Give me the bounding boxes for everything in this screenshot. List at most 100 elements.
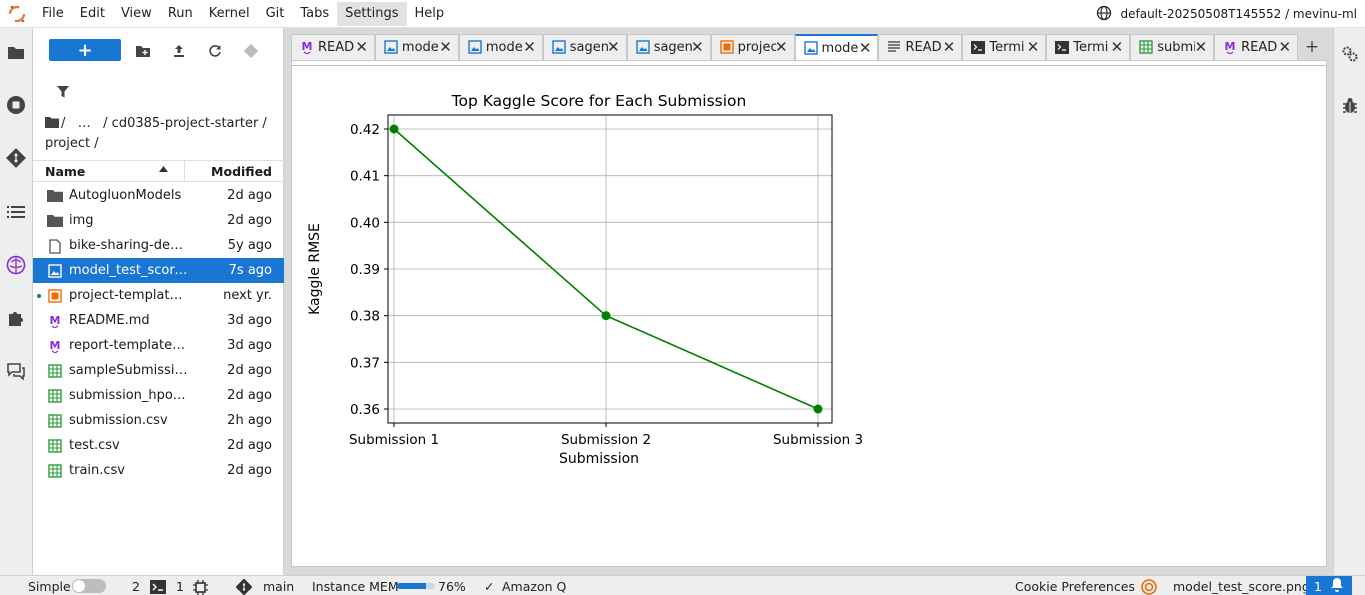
menu-help[interactable]: Help [414, 5, 445, 21]
file-modified: 3d ago [227, 338, 272, 353]
column-name-header[interactable]: Name [45, 163, 86, 179]
svg-text:M: M [50, 339, 61, 352]
tab[interactable]: Termi ✕ [1046, 34, 1131, 60]
terminal-count[interactable]: 2 [132, 579, 140, 594]
menu-view[interactable]: View [120, 5, 152, 21]
tab[interactable]: sagen ✕ [626, 34, 711, 60]
text-icon [887, 40, 901, 54]
ai-brain-icon[interactable] [0, 249, 32, 281]
sort-ascending-icon[interactable] [159, 165, 168, 175]
breadcrumb[interactable]: / … / cd0385-project-starter / project / [45, 114, 275, 153]
menu-settings[interactable]: Settings [337, 1, 407, 26]
notebook-icon [719, 40, 734, 54]
close-icon[interactable]: ✕ [1278, 38, 1292, 56]
extensions-puzzle-icon[interactable] [0, 302, 32, 334]
close-icon[interactable]: ✕ [1194, 38, 1208, 56]
git-clone-icon[interactable] [241, 41, 261, 61]
close-icon[interactable]: ✕ [607, 38, 620, 56]
amazon-q-status[interactable]: Amazon Q [502, 579, 567, 594]
menu-file[interactable]: File [42, 5, 64, 21]
add-tab-icon[interactable]: + [1304, 37, 1320, 57]
simple-mode-label: Simple [28, 579, 71, 594]
close-icon[interactable]: ✕ [1110, 38, 1124, 56]
tab[interactable]: Termi ✕ [962, 34, 1047, 60]
tab[interactable]: M READ ✕ [291, 34, 375, 60]
close-icon[interactable]: ✕ [858, 39, 872, 57]
tab[interactable]: mode ✕ [458, 34, 543, 60]
debugger-bug-icon[interactable] [1334, 90, 1365, 122]
git-branch-name[interactable]: main [263, 579, 295, 594]
tab[interactable]: M READ ✕ [1214, 34, 1299, 60]
upload-icon[interactable] [169, 41, 189, 61]
file-row[interactable]: submission.csv 2h ago [33, 408, 284, 433]
tab[interactable]: mode ✕ [794, 34, 879, 61]
file-row[interactable]: model_test_score.… 7s ago [33, 258, 284, 283]
memory-usage-bar [397, 583, 435, 589]
refresh-icon[interactable] [205, 41, 225, 61]
file-modified: 2d ago [227, 188, 272, 203]
menu-run[interactable]: Run [167, 5, 193, 21]
menu-tabs[interactable]: Tabs [300, 5, 330, 21]
git-icon[interactable] [0, 142, 32, 174]
tab[interactable]: projec ✕ [710, 34, 795, 60]
csv-icon [47, 438, 63, 454]
menu-kernel[interactable]: Kernel [208, 5, 250, 21]
tab[interactable]: READ ✕ [878, 34, 963, 60]
csv-icon [47, 463, 63, 479]
file-row[interactable]: img 2d ago [33, 208, 284, 233]
image-icon [552, 40, 566, 54]
file-row[interactable]: project-template.i… next yr. [33, 283, 284, 308]
close-icon[interactable]: ✕ [942, 38, 956, 56]
breadcrumb-path: / … / cd0385-project-starter / project / [45, 116, 267, 151]
x-axis-label: Submission [559, 451, 639, 467]
kernel-count[interactable]: 1 [176, 579, 184, 594]
column-modified-header[interactable]: Modified [211, 163, 272, 179]
menu-git[interactable]: Git [265, 5, 285, 21]
tab[interactable]: mode ✕ [374, 34, 459, 60]
file-row[interactable]: M README.md 3d ago [33, 308, 284, 333]
file-row[interactable]: train.csv 2d ago [33, 458, 284, 483]
home-folder-icon[interactable] [45, 115, 61, 134]
tab-label: READ [1241, 40, 1278, 55]
file-row[interactable]: bike-sharing-dem… 5y ago [33, 233, 284, 258]
tab[interactable]: sagen ✕ [542, 34, 627, 60]
kernel-chip-icon[interactable] [193, 580, 208, 595]
file-modified: 2d ago [227, 213, 272, 228]
simple-mode-toggle[interactable] [72, 579, 106, 593]
filter-icon[interactable] [53, 82, 73, 102]
tab[interactable]: submi ✕ [1130, 34, 1215, 60]
folder-icon[interactable] [0, 36, 32, 68]
running-kernels-icon[interactable] [0, 89, 32, 121]
file-row[interactable]: submission_hpo.csv 2d ago [33, 383, 284, 408]
column-divider[interactable] [184, 161, 185, 181]
svg-text:M: M [1225, 40, 1236, 53]
workspace-indicator[interactable]: default-20250508T145552 / mevinu-ml [1096, 0, 1357, 28]
file-row[interactable]: test.csv 2d ago [33, 433, 284, 458]
close-icon[interactable]: ✕ [774, 38, 788, 56]
menu-edit[interactable]: Edit [79, 5, 105, 21]
left-activity-bar [0, 28, 33, 575]
new-launcher-button[interactable]: + [49, 39, 121, 61]
close-icon[interactable]: ✕ [439, 38, 452, 56]
close-icon[interactable]: ✕ [355, 38, 368, 56]
file-modified: 2d ago [227, 463, 272, 478]
close-icon[interactable]: ✕ [523, 38, 536, 56]
check-icon: ✓ [484, 579, 495, 594]
terminal-icon[interactable] [150, 580, 166, 595]
workspace-name: default-20250508T145552 / mevinu-ml [1120, 7, 1357, 21]
file-row[interactable]: AutogluonModels 2d ago [33, 183, 284, 208]
notifications-button[interactable]: 1 [1306, 576, 1352, 595]
table-of-contents-icon[interactable] [0, 196, 32, 228]
close-icon[interactable]: ✕ [691, 38, 704, 56]
file-name: sampleSubmissio… [69, 363, 189, 378]
git-branch-icon[interactable] [235, 578, 253, 595]
chat-icon[interactable] [0, 355, 32, 387]
close-icon[interactable]: ✕ [1026, 38, 1040, 56]
cookie-preferences-link[interactable]: Cookie Preferences [1015, 579, 1135, 594]
main-dock-area: M READ ✕ mode ✕ mode ✕ sagen ✕ sagen ✕ projec ✕ mode ✕… [284, 28, 1333, 575]
new-folder-icon[interactable] [133, 41, 153, 61]
file-row[interactable]: sampleSubmissio… 2d ago [33, 358, 284, 383]
memory-label: Instance MEM [312, 579, 399, 594]
property-inspector-gears-icon[interactable] [1334, 38, 1365, 70]
